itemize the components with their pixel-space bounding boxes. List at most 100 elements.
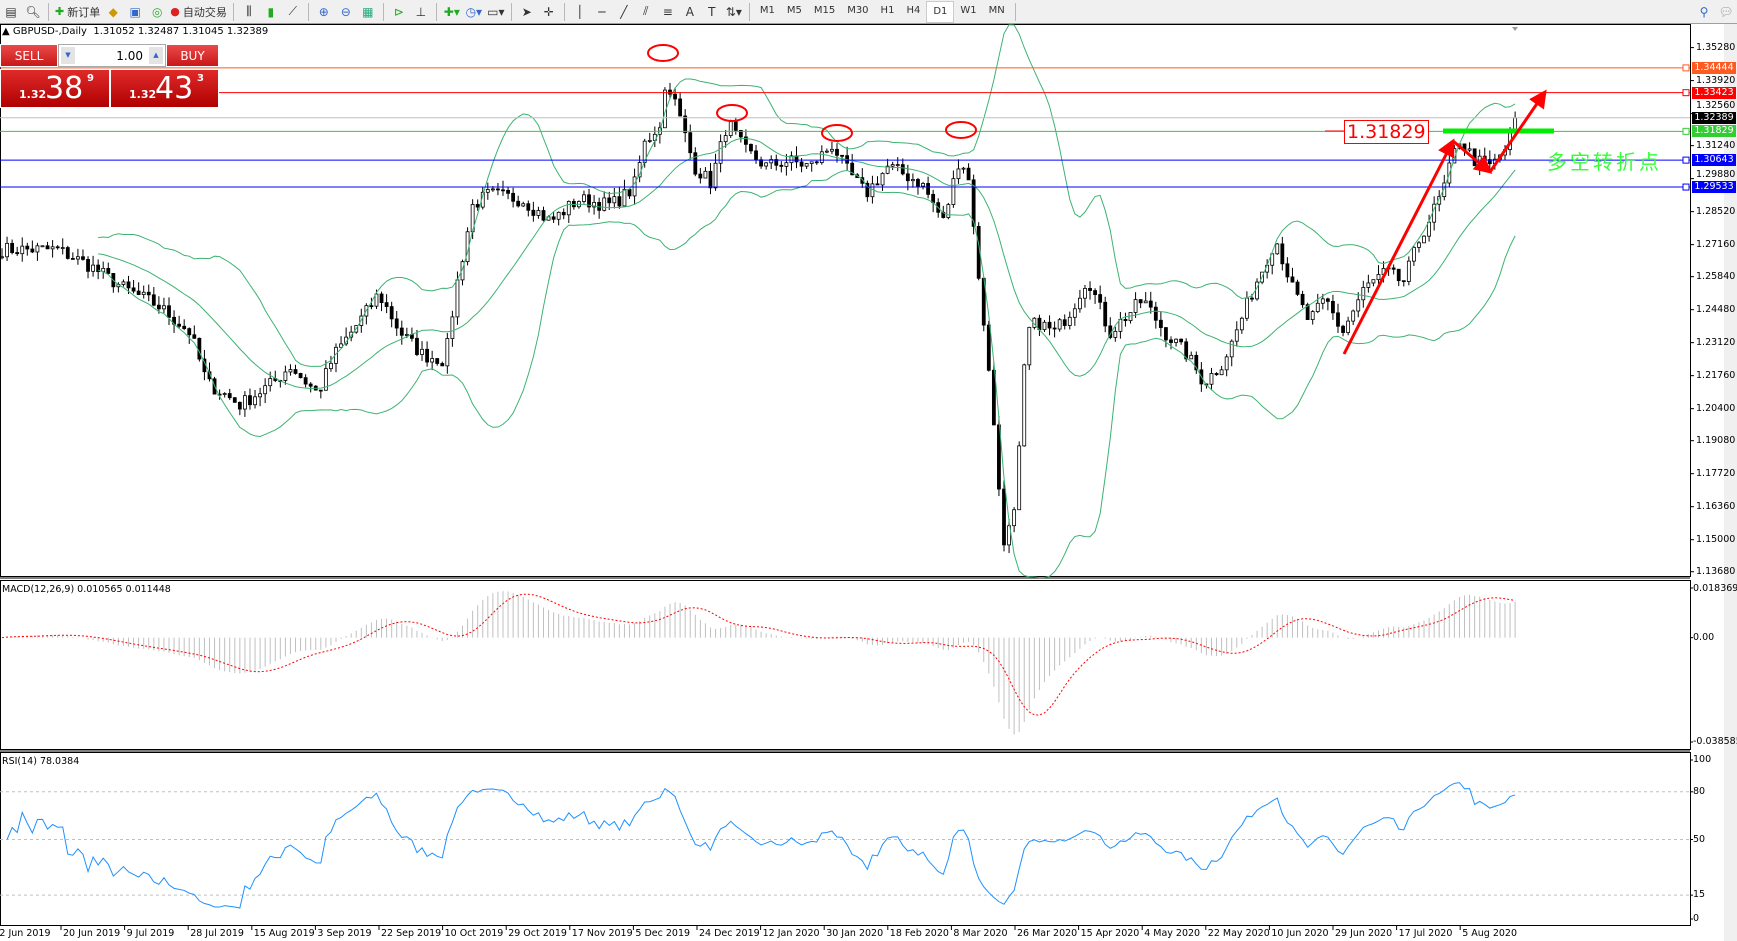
sell-price-fraction: 9	[87, 73, 94, 84]
candle	[177, 315, 182, 329]
rsi-axis-label: 0	[1693, 913, 1700, 924]
timeframe-w1[interactable]: W1	[960, 5, 977, 16]
candle	[531, 201, 536, 222]
text-icon[interactable]: A	[685, 4, 694, 19]
turning-point-annotation[interactable]: 多空转折点	[1547, 150, 1662, 174]
chart-shift-icon[interactable]: ⊥	[415, 4, 427, 19]
timeframe-m1[interactable]: M1	[759, 5, 775, 16]
equidistant-channel-icon[interactable]: ⫽	[643, 4, 649, 18]
candle-body	[769, 159, 774, 164]
candle	[430, 350, 435, 371]
vertical-line-icon[interactable]: │	[576, 4, 584, 19]
indicators-icon[interactable]: ✚▾	[443, 4, 460, 19]
autoscroll-icon[interactable]: ⊳	[393, 4, 404, 19]
periods-icon[interactable]: ◷▾	[465, 4, 483, 19]
candle	[738, 129, 743, 143]
new-order-label: 新订单	[67, 5, 101, 19]
candle-body	[921, 183, 925, 187]
candle	[1219, 365, 1224, 376]
templates-icon[interactable]: ▭▾	[487, 4, 505, 19]
candle-body	[40, 245, 45, 248]
signals-icon[interactable]: ◎	[151, 4, 163, 19]
toolbar: ▤ 🔍︎ ✚ 新订单 ◆ ▣ ◎ ● 自动交易 ⫼ ▮ ⟋ ⊕ ⊖ ▦ ⊳ ⊥ ✚▾…	[0, 0, 1737, 24]
candle-body	[460, 261, 465, 281]
new-order-icon: ✚	[55, 5, 65, 18]
timeframe-h1[interactable]: H1	[880, 5, 895, 16]
collapse-arrow-icon[interactable]: ▲	[2, 26, 13, 37]
candle	[263, 378, 268, 404]
timeframe-m15[interactable]: M15	[813, 5, 836, 16]
chat-icon[interactable]: 💬︎	[1718, 4, 1734, 19]
arrows-icon[interactable]: ⇅▾	[725, 4, 742, 19]
buy-price[interactable]: 1.32 43 3	[110, 69, 219, 108]
price-label-annotation[interactable]: 1.31829	[1344, 120, 1429, 144]
bar-chart-icon[interactable]: ⫼	[246, 4, 252, 18]
volume-input[interactable]: 1.00	[116, 49, 143, 63]
candle	[101, 261, 106, 279]
candle-body	[1250, 297, 1254, 300]
candle-body	[0, 256, 4, 259]
candle	[592, 195, 596, 215]
timeframe-mn[interactable]: MN	[988, 5, 1005, 16]
date-axis-label: 30 Jan 2020	[826, 928, 884, 939]
candle	[217, 389, 222, 400]
buy-button[interactable]: BUY	[166, 44, 219, 67]
candle	[506, 187, 510, 200]
text-label-icon[interactable]: T	[708, 4, 716, 19]
new-order-button[interactable]: ✚ 新订单	[53, 1, 102, 22]
candle	[35, 242, 40, 261]
candle	[809, 161, 814, 172]
volume-decrease-icon[interactable]: ▼	[61, 47, 75, 64]
candle	[1067, 311, 1072, 330]
candle	[1427, 214, 1431, 242]
candle	[622, 179, 627, 207]
candle-body	[131, 287, 136, 292]
chart-window-icon[interactable]: ▤	[5, 4, 17, 19]
volume-stepper[interactable]: ▼ 1.00 ▲	[58, 44, 166, 67]
candle	[60, 238, 65, 255]
candle	[1143, 292, 1148, 304]
candle	[668, 82, 672, 100]
zoom-window-icon[interactable]: 🔍︎	[25, 4, 41, 19]
tile-windows-icon[interactable]: ▦	[362, 4, 374, 19]
candle	[1437, 190, 1442, 212]
candle	[151, 287, 156, 307]
candle-body	[592, 202, 596, 208]
chart-canvas[interactable]	[0, 24, 1737, 941]
timeframe-m5[interactable]: M5	[786, 5, 802, 16]
candle	[749, 143, 753, 154]
market-watch-icon[interactable]: ◆	[108, 4, 118, 19]
candle	[1133, 292, 1138, 318]
candlestick-icon[interactable]: ▮	[267, 4, 275, 19]
candle-body	[1427, 221, 1431, 237]
cursor-icon[interactable]: ➤	[521, 4, 532, 19]
candle-body	[151, 294, 156, 306]
timeframe-h4[interactable]: H4	[906, 5, 921, 16]
sell-button[interactable]: SELL	[0, 44, 58, 67]
candle-body	[76, 256, 80, 260]
candle	[1174, 338, 1178, 347]
navigator-icon[interactable]: ▣	[129, 4, 141, 19]
auto-trading-button[interactable]: ● 自动交易	[168, 1, 229, 22]
timeframe-m30[interactable]: M30	[847, 5, 869, 16]
timeframe-d1[interactable]: D1	[926, 0, 955, 23]
candle-body	[647, 140, 652, 142]
sell-price[interactable]: 1.32 38 9	[0, 69, 110, 108]
search-icon[interactable]: ⚲	[1699, 4, 1709, 19]
volume-increase-icon[interactable]: ▲	[149, 47, 163, 64]
crosshair-icon[interactable]: ✛	[543, 4, 554, 19]
candle-body	[379, 293, 384, 304]
zoom-in-icon[interactable]: ⊕	[318, 4, 329, 19]
candle-body	[232, 397, 237, 403]
horizontal-line-icon[interactable]: ─	[598, 4, 606, 19]
candle	[1336, 303, 1340, 333]
candle-body	[627, 188, 632, 197]
zoom-out-icon[interactable]: ⊖	[340, 4, 351, 19]
candle-body	[1017, 445, 1022, 511]
trendline-icon[interactable]: ╱	[620, 4, 628, 19]
candle	[814, 160, 819, 165]
fibonacci-icon[interactable]: ≡	[662, 4, 673, 19]
date-axis-label: 29 Oct 2019	[508, 928, 567, 939]
line-chart-icon[interactable]: ⟋	[288, 4, 298, 18]
candle-body	[516, 200, 521, 207]
